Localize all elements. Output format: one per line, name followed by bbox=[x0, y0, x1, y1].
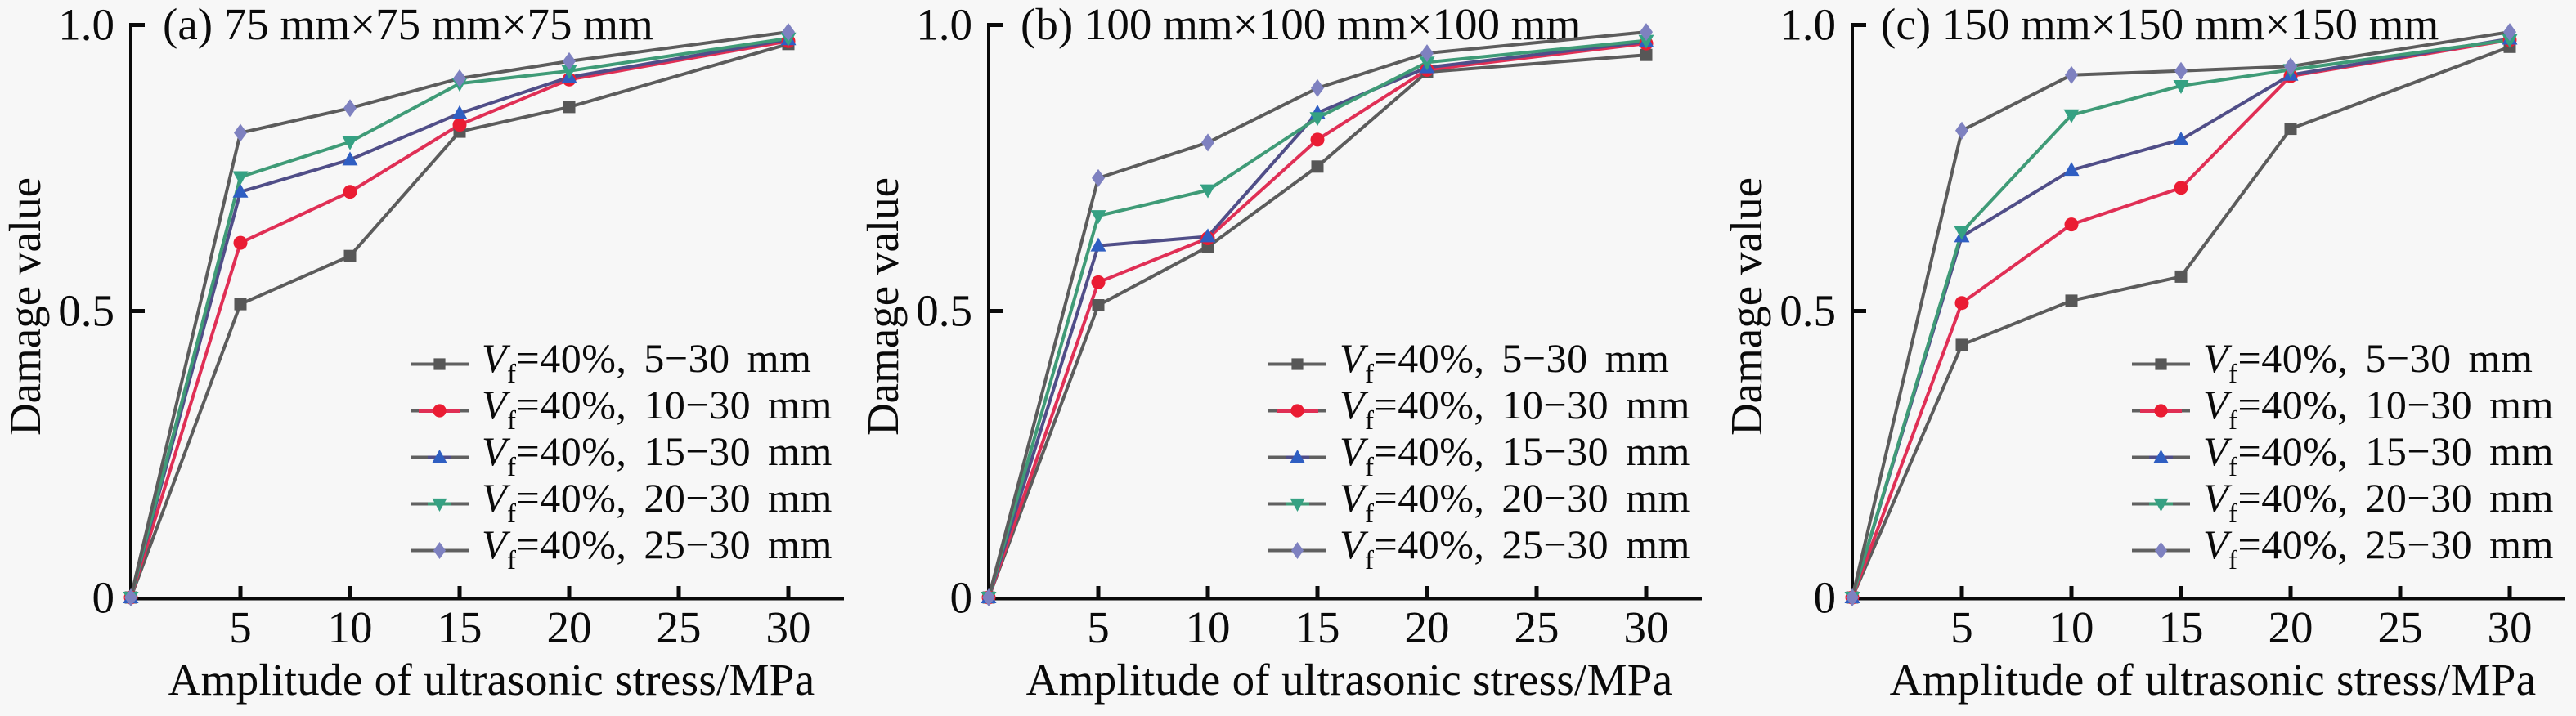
svg-text:5: 5 bbox=[1087, 602, 1110, 652]
svg-text:0: 0 bbox=[1814, 573, 1837, 623]
svg-text:Vf=40%, 20−30 mm: Vf=40%, 20−30 mm bbox=[2203, 475, 2554, 529]
svg-text:Vf=40%, 15−30 mm: Vf=40%, 15−30 mm bbox=[482, 428, 832, 482]
svg-text:0.5: 0.5 bbox=[916, 286, 972, 336]
svg-text:Vf=40%, 10−30 mm: Vf=40%, 10−30 mm bbox=[482, 382, 832, 436]
svg-text:Vf=40%, 10−30 mm: Vf=40%, 10−30 mm bbox=[1340, 382, 1690, 436]
svg-text:(b) 100 mm×100 mm×100 mm: (b) 100 mm×100 mm×100 mm bbox=[1021, 0, 1581, 49]
svg-text:20: 20 bbox=[2269, 602, 2313, 652]
svg-text:Vf=40%, 5−30 mm: Vf=40%, 5−30 mm bbox=[482, 335, 811, 389]
svg-text:Vf=40%, 25−30 mm: Vf=40%, 25−30 mm bbox=[2203, 521, 2554, 575]
svg-text:15: 15 bbox=[438, 602, 482, 652]
svg-text:Vf=40%, 5−30 mm: Vf=40%, 5−30 mm bbox=[1340, 335, 1669, 389]
svg-text:Vf=40%, 10−30 mm: Vf=40%, 10−30 mm bbox=[2203, 382, 2554, 436]
svg-text:10: 10 bbox=[328, 602, 373, 652]
svg-text:Amplitude of ultrasonic stress: Amplitude of ultrasonic stress/MPa bbox=[168, 655, 815, 705]
svg-text:Damage value: Damage value bbox=[0, 177, 50, 436]
svg-text:Damage value: Damage value bbox=[1721, 177, 1771, 436]
svg-text:Vf=40%, 15−30 mm: Vf=40%, 15−30 mm bbox=[1340, 428, 1690, 482]
svg-text:Vf=40%, 25−30 mm: Vf=40%, 25−30 mm bbox=[1340, 521, 1690, 575]
svg-text:25: 25 bbox=[657, 602, 702, 652]
svg-text:25: 25 bbox=[1515, 602, 1560, 652]
svg-text:Vf=40%, 20−30 mm: Vf=40%, 20−30 mm bbox=[1340, 475, 1690, 529]
svg-text:1.0: 1.0 bbox=[916, 0, 972, 50]
svg-text:10: 10 bbox=[2049, 602, 2094, 652]
svg-text:10: 10 bbox=[1186, 602, 1231, 652]
svg-text:(a) 75 mm×75 mm×75 mm: (a) 75 mm×75 mm×75 mm bbox=[163, 0, 653, 49]
svg-text:5: 5 bbox=[229, 602, 252, 652]
svg-text:0.5: 0.5 bbox=[58, 286, 114, 336]
svg-text:Amplitude of ultrasonic stress: Amplitude of ultrasonic stress/MPa bbox=[1026, 655, 1673, 705]
svg-text:15: 15 bbox=[2159, 602, 2204, 652]
svg-text:30: 30 bbox=[1624, 602, 1669, 652]
svg-text:Vf=40%, 25−30 mm: Vf=40%, 25−30 mm bbox=[482, 521, 832, 575]
svg-text:Amplitude of ultrasonic stress: Amplitude of ultrasonic stress/MPa bbox=[1890, 655, 2537, 705]
svg-text:Vf=40%, 5−30 mm: Vf=40%, 5−30 mm bbox=[2203, 335, 2533, 389]
svg-text:0: 0 bbox=[92, 573, 115, 623]
svg-text:20: 20 bbox=[1405, 602, 1450, 652]
svg-text:(c) 150 mm×150 mm×150 mm: (c) 150 mm×150 mm×150 mm bbox=[1881, 0, 2439, 49]
svg-text:0: 0 bbox=[950, 573, 973, 623]
svg-text:1.0: 1.0 bbox=[58, 0, 114, 50]
svg-text:20: 20 bbox=[547, 602, 592, 652]
svg-text:Damage value: Damage value bbox=[858, 177, 908, 436]
svg-text:Vf=40%, 20−30 mm: Vf=40%, 20−30 mm bbox=[482, 475, 832, 529]
svg-text:0.5: 0.5 bbox=[1779, 286, 1836, 336]
svg-text:30: 30 bbox=[766, 602, 811, 652]
svg-text:25: 25 bbox=[2378, 602, 2423, 652]
svg-text:1.0: 1.0 bbox=[1779, 0, 1836, 50]
svg-text:15: 15 bbox=[1295, 602, 1340, 652]
svg-text:Vf=40%, 15−30 mm: Vf=40%, 15−30 mm bbox=[2203, 428, 2554, 482]
svg-text:5: 5 bbox=[1950, 602, 1973, 652]
svg-text:30: 30 bbox=[2488, 602, 2533, 652]
